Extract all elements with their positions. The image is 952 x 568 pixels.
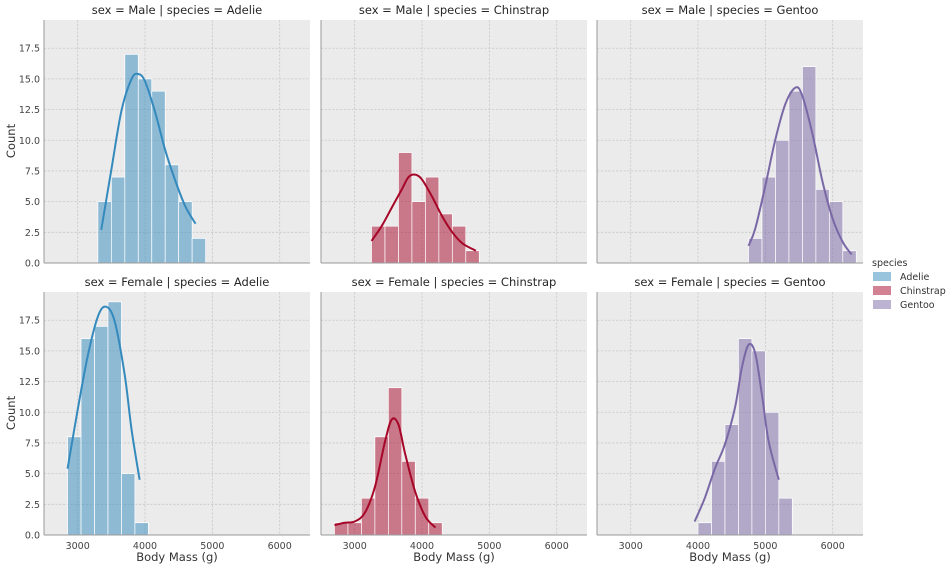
panel-title: sex = Male | species = Gentoo [642,3,819,17]
legend-label-adelie: Adelie [900,272,929,283]
kde-line [370,173,477,252]
histogram-bar [151,90,166,264]
y-tick-label: 2.5 [25,500,40,511]
histogram-bar [778,497,793,536]
histogram-bar [788,90,803,264]
histogram-bar [738,338,753,536]
panel-title: sex = Male | species = Adelie [92,3,262,17]
histogram-bar [110,176,126,264]
y-tick-label: 10.0 [19,136,40,147]
y-tick-label: 0.0 [25,531,40,542]
y-axis-label-top: Count [4,123,18,158]
histogram-bar [178,201,193,264]
x-tick-label: 3000 [66,541,90,552]
histogram-bar [134,522,149,536]
legend-title: species [872,258,908,269]
y-axis-label-bottom: Count [4,395,18,430]
histogram-bar [414,497,430,536]
legend-label-chinstrap: Chinstrap [900,286,946,297]
histogram-bar [401,461,416,536]
facet-panels: sex = Male | species = Adelie 0.0 2.5 5.0 7.… [19,3,863,564]
y-tick-label: 0.0 [25,259,40,270]
histogram-bar [384,225,399,264]
x-tick-label: 4000 [686,541,710,552]
legend-entry-gentoo: Gentoo [873,300,935,311]
histogram-bar [374,436,389,536]
x-tick-label: 6000 [821,541,845,552]
kde-line [66,305,141,480]
panel-background [321,20,587,263]
panel-title: sex = Female | species = Adelie [85,275,270,289]
histogram-bar [465,250,480,264]
panel-female-adelie: sex = Female | species = Adelie 0.0 2.5 5.0… [19,275,310,564]
y-tick-label: 12.5 [19,105,40,116]
histogram-bar [361,497,376,536]
x-tick-label: 6000 [268,541,292,552]
panel-background [321,292,587,535]
histogram-bar [347,522,362,536]
y-tick-label: 2.5 [25,228,40,239]
x-axis-label: Body Mass (g) [136,550,218,564]
histogram-bar [411,201,426,264]
y-tick-label: 7.5 [25,438,40,449]
histogram-bar [137,78,153,264]
y-tick-label: 5.0 [25,469,40,480]
histogram-bar [828,201,844,264]
histogram-bar [164,164,180,264]
y-tick-label: 12.5 [19,377,40,388]
histogram-bar [107,301,122,536]
panel-title: sex = Male | species = Chinstrap [359,3,549,17]
legend-label-gentoo: Gentoo [900,300,935,311]
panel-female-chinstrap: sex = Female | species = Chinstrap 3000 40… [320,275,587,564]
panel-male-chinstrap: sex = Male | species = Chinstrap [320,3,587,264]
y-tick-label: 15.0 [19,74,40,85]
panel-female-gentoo: sex = Female | species = Gentoo 3000 4000 5… [596,275,863,564]
histogram-bar [775,139,790,264]
x-axis-label: Body Mass (g) [413,550,495,564]
y-tick-label: 15.0 [19,346,40,357]
y-tick-label: 7.5 [25,166,40,177]
x-tick-label: 6000 [545,541,569,552]
histogram-bar [191,238,206,264]
kde-line [334,417,437,529]
panel-male-adelie: sex = Male | species = Adelie 0.0 2.5 5.0 7.… [19,3,310,270]
legend-swatch-chinstrap [873,286,891,295]
x-tick-label: 3000 [619,541,643,552]
histogram-bar [124,54,139,264]
kde-line [747,86,853,256]
histogram-bar [398,152,413,264]
x-axis-label: Body Mass (g) [689,550,771,564]
histogram-bar [387,387,403,536]
panel-male-gentoo: sex = Male | species = Gentoo [596,3,863,264]
kde-line [693,342,780,522]
legend-swatch-gentoo [873,300,891,309]
x-tick-label: 5000 [753,541,777,552]
x-tick-label: 4000 [133,541,157,552]
histogram-bar [121,473,136,536]
y-tick-label: 17.5 [19,44,40,55]
panel-title: sex = Female | species = Gentoo [634,275,825,289]
legend: species Adelie Chinstrap Gentoo [872,258,946,311]
histogram-bar [802,66,817,264]
x-tick-label: 3000 [343,541,367,552]
y-tick-label: 5.0 [25,197,40,208]
legend-entry-adelie: Adelie [873,272,929,283]
kde-line [100,72,197,231]
y-tick-label: 10.0 [19,408,40,419]
legend-entry-chinstrap: Chinstrap [873,286,946,297]
y-tick-label: 17.5 [19,316,40,327]
panel-title: sex = Female | species = Chinstrap [352,275,557,289]
x-tick-label: 4000 [410,541,434,552]
histogram-bar [80,338,95,536]
legend-swatch-adelie [873,272,891,281]
x-tick-label: 5000 [477,541,501,552]
x-tick-label: 5000 [200,541,224,552]
histogram-bar [697,522,712,536]
histogram-bar [94,326,109,536]
